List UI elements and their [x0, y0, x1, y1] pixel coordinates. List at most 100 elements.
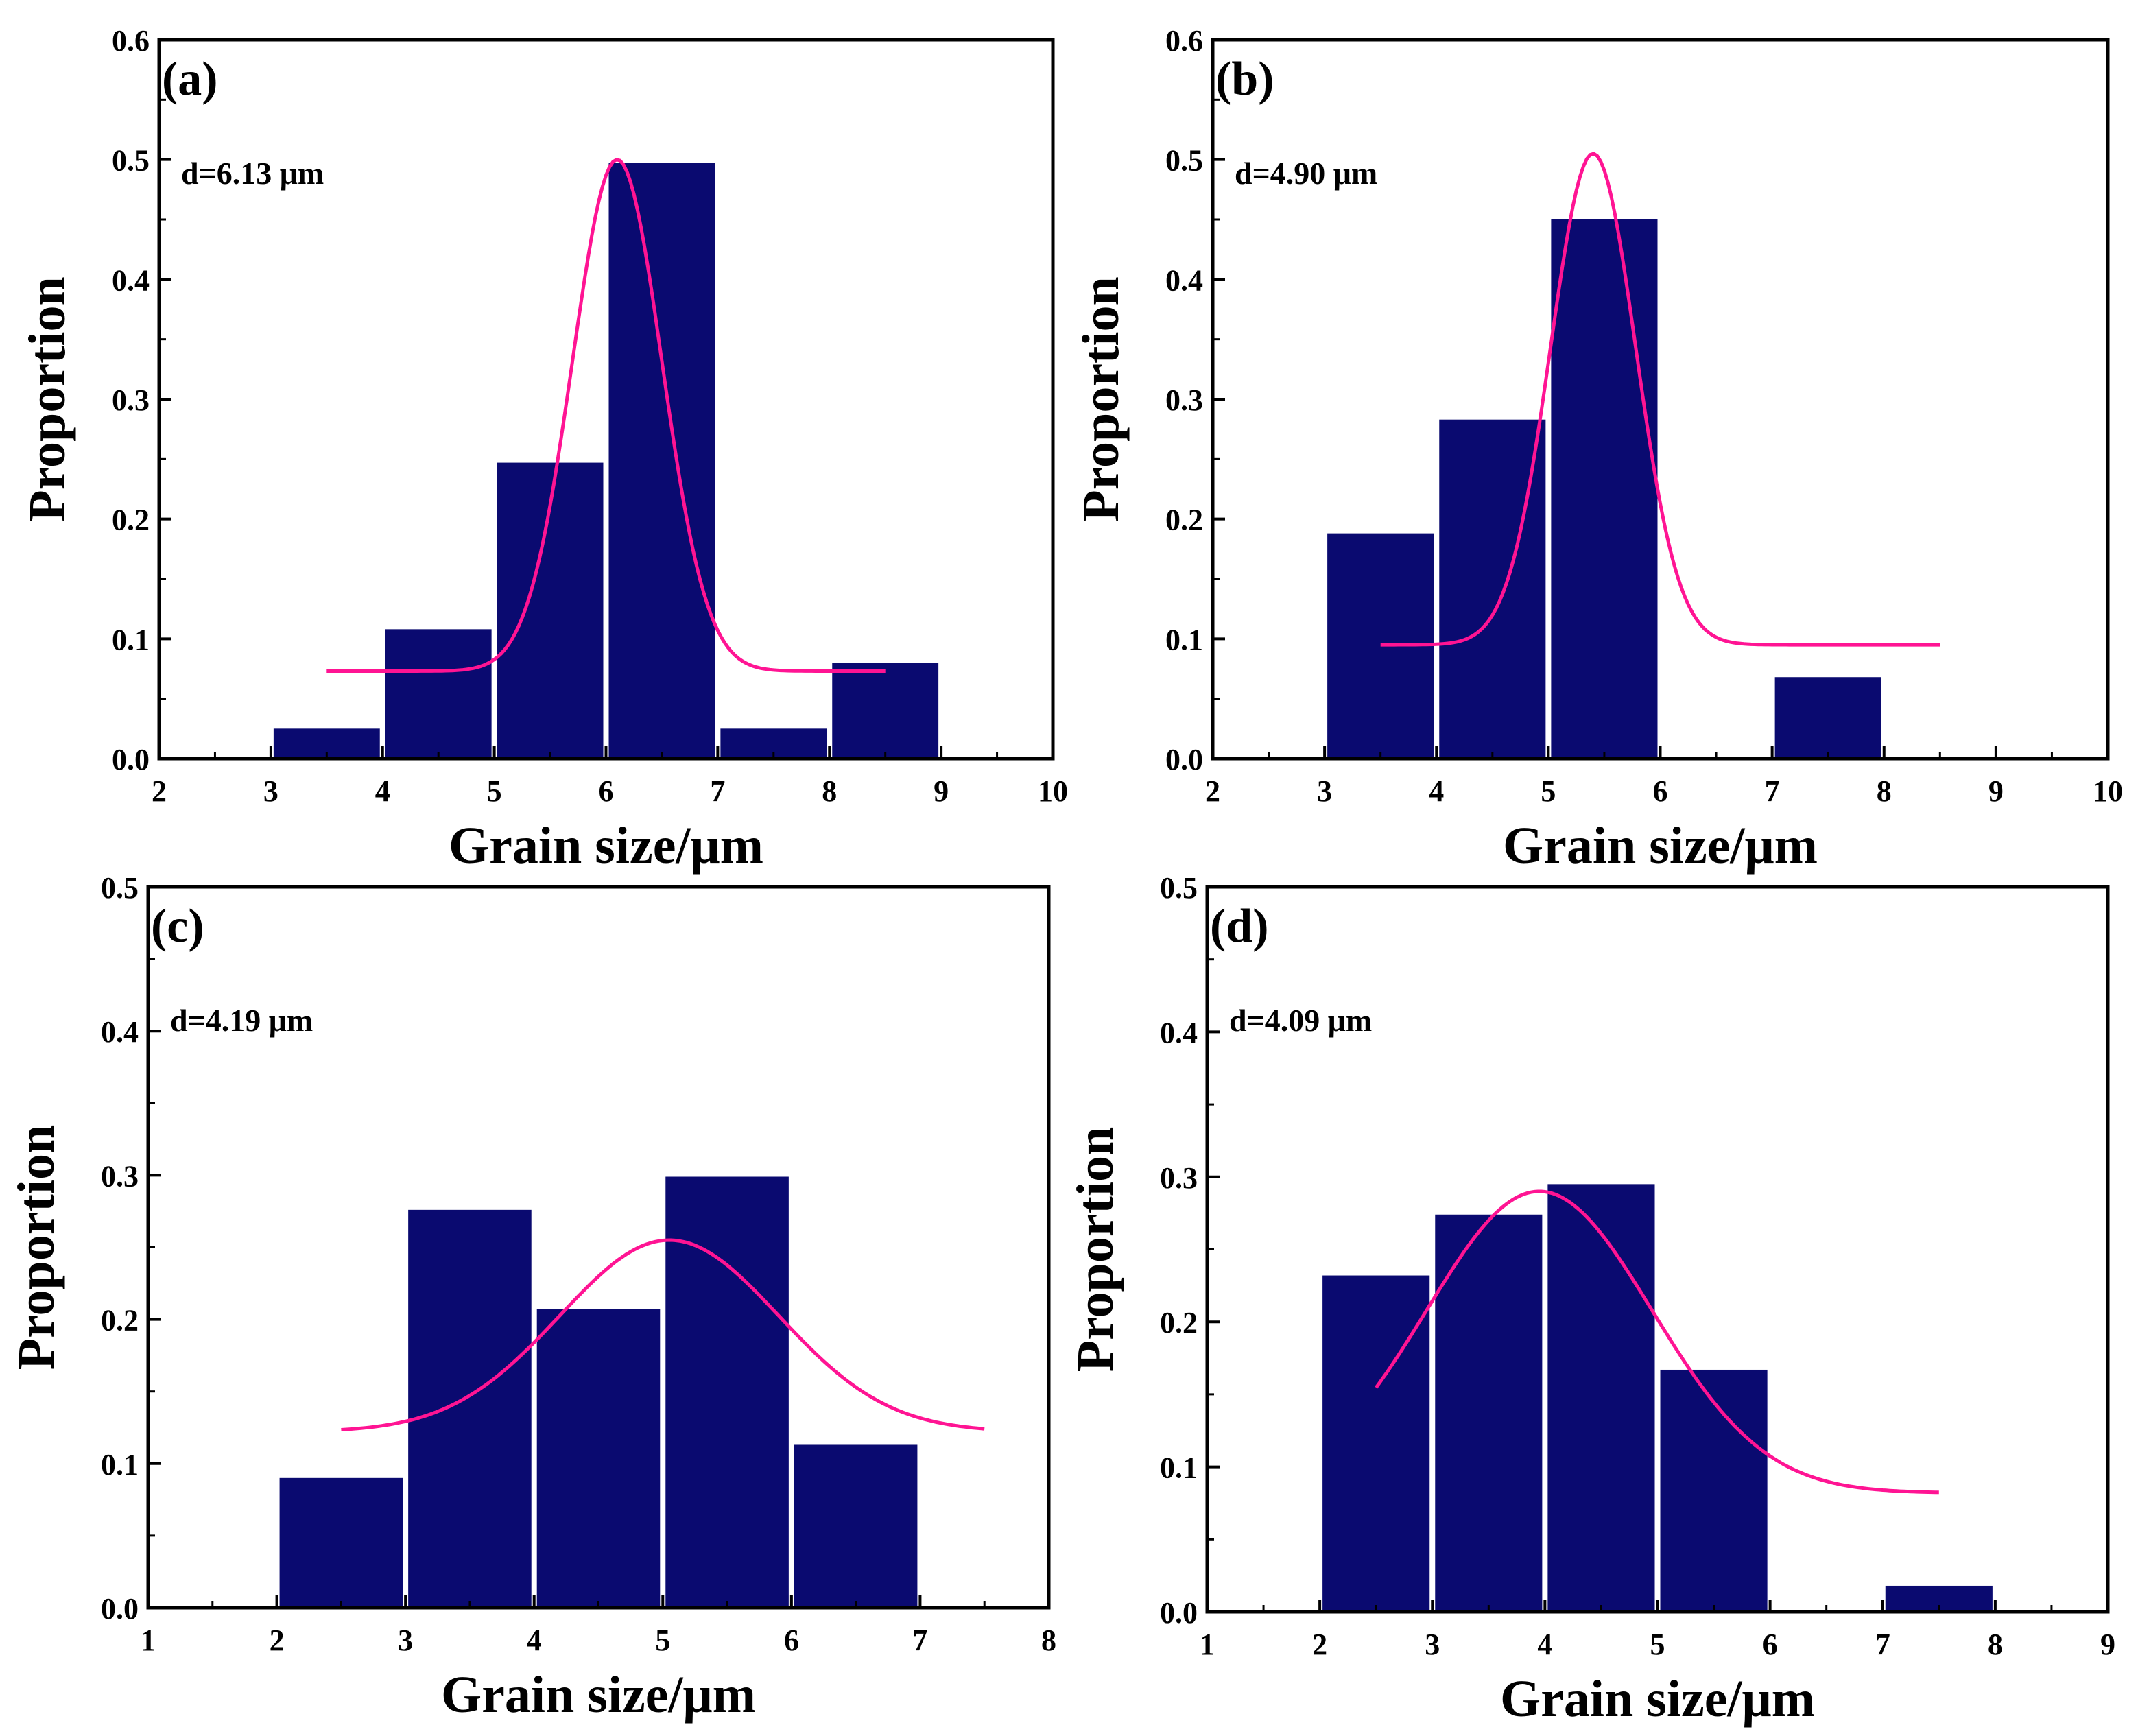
histogram-bar — [794, 1444, 918, 1608]
x-tick-label: 6 — [1653, 774, 1668, 808]
y-tick-label: 0.1 — [1165, 623, 1203, 656]
x-tick-label: 4 — [375, 774, 390, 808]
y-tick-label: 0.1 — [101, 1448, 139, 1482]
x-tick-label: 2 — [152, 774, 167, 808]
y-tick-label: 0.2 — [1160, 1306, 1198, 1340]
x-tick-label: 1 — [141, 1624, 156, 1657]
x-tick-label: 9 — [2100, 1628, 2115, 1661]
chart-panel-c: 1 2 3 4 5 6 7 8 0.0 0.1 0.2 0.3 0.4 0.5 (c) d=4.19 μm Gr… — [8, 871, 1056, 1724]
x-tick-label: 7 — [1875, 1628, 1890, 1661]
y-tick-label: 0.0 — [101, 1592, 139, 1626]
x-tick-label: 4 — [1537, 1628, 1552, 1661]
x-tick-label: 6 — [599, 774, 614, 808]
plot-frame — [157, 38, 1055, 761]
x-axis-title: Grain size/μm — [449, 817, 763, 875]
y-tick-label: 0.4 — [112, 263, 150, 297]
histogram-bar — [832, 663, 939, 759]
y-tick-label: 0.4 — [1165, 263, 1203, 297]
y-tick-label: 0.0 — [1165, 743, 1203, 776]
y-tick-label: 0.5 — [112, 144, 150, 178]
x-tick-label: 3 — [1425, 1628, 1440, 1661]
histogram-bar — [536, 1309, 661, 1608]
y-tick-label: 0.6 — [1165, 24, 1203, 58]
x-tick-label: 5 — [1650, 1628, 1665, 1661]
x-tick-label: 6 — [784, 1624, 799, 1657]
x-tick-label: 8 — [822, 774, 837, 808]
x-tick-label: 4 — [527, 1624, 542, 1657]
histogram-bar — [1660, 1369, 1768, 1612]
x-tick-label: 9 — [934, 774, 949, 808]
panel-label: (c) — [151, 900, 204, 953]
y-tick-label: 0.1 — [112, 623, 150, 656]
x-tick-label: 3 — [1317, 774, 1332, 808]
x-tick-label: 5 — [655, 1624, 670, 1657]
y-axis-title: Proportion — [1072, 276, 1130, 521]
x-tick-label: 10 — [2093, 774, 2123, 808]
histogram-bar — [665, 1176, 789, 1608]
x-tick-label: 7 — [710, 774, 725, 808]
y-tick-label: 0.1 — [1160, 1451, 1198, 1485]
x-tick-label: 10 — [1038, 774, 1068, 808]
chart-panel-b: 2 3 4 5 6 7 8 9 10 0.0 0.1 0.2 0.3 0.4 0.5 0.6 (b) d=4.90… — [1072, 24, 2123, 875]
mean-grain-size-annotation: d=6.13 μm — [181, 156, 324, 191]
fit-curve — [326, 158, 886, 673]
mean-grain-size-annotation: d=4.19 μm — [170, 1003, 313, 1038]
y-tick-label: 0.4 — [101, 1015, 139, 1049]
y-tick-label: 0.3 — [1160, 1161, 1198, 1195]
y-tick-label: 0.3 — [112, 383, 150, 417]
x-tick-label: 2 — [1205, 774, 1220, 808]
chart-panel-a: 2 3 4 5 6 7 8 9 10 0.0 0.1 0.2 0.3 0.4 0.5 0.6 (a) d=6.13… — [19, 24, 1068, 875]
mean-grain-size-annotation: d=4.90 μm — [1235, 156, 1377, 191]
y-tick-label: 0.4 — [1160, 1016, 1198, 1049]
x-axis-title: Grain size/μm — [1503, 817, 1818, 875]
x-tick-label: 6 — [1763, 1628, 1778, 1661]
y-tick-label: 0.5 — [101, 871, 139, 905]
fit-curve — [1375, 1189, 1939, 1495]
y-axis-title: Proportion — [1067, 1127, 1124, 1372]
x-tick-label: 2 — [270, 1624, 285, 1657]
y-axis-title: Proportion — [8, 1125, 65, 1370]
x-tick-label: 5 — [1541, 774, 1556, 808]
x-tick-label: 2 — [1312, 1628, 1327, 1661]
y-axis-title: Proportion — [19, 276, 76, 521]
panel-label: (b) — [1215, 53, 1274, 106]
panel-label: (a) — [162, 53, 218, 106]
histogram-bar — [385, 629, 492, 759]
y-tick-label: 0.5 — [1160, 871, 1198, 905]
fit-curve — [341, 1238, 985, 1431]
x-tick-label: 5 — [487, 774, 502, 808]
x-tick-label: 7 — [912, 1624, 927, 1657]
chart-panel-d: 1 2 3 4 5 6 7 8 9 0.0 0.1 0.2 0.3 0.4 0.5 (d) d=4.09 μm G… — [1067, 871, 2115, 1728]
y-tick-label: 0.2 — [1165, 503, 1203, 537]
fit-curve — [1380, 152, 1940, 647]
histogram-bar — [279, 1477, 403, 1608]
histogram-bar — [1774, 677, 1881, 759]
histogram-bar — [1547, 1184, 1655, 1612]
x-tick-label: 8 — [1988, 1628, 2003, 1661]
x-tick-label: 3 — [263, 774, 278, 808]
y-tick-label: 0.2 — [101, 1304, 139, 1337]
histogram-bar — [1439, 419, 1546, 759]
y-tick-label: 0.0 — [112, 743, 150, 776]
histogram-bar — [1435, 1214, 1543, 1612]
x-tick-label: 4 — [1429, 774, 1444, 808]
x-tick-label: 3 — [398, 1624, 413, 1657]
x-tick-label: 8 — [1877, 774, 1892, 808]
histogram-bar — [608, 163, 715, 759]
x-axis-title: Grain size/μm — [1500, 1670, 1815, 1728]
x-tick-label: 1 — [1200, 1628, 1215, 1661]
mean-grain-size-annotation: d=4.09 μm — [1229, 1003, 1372, 1038]
histogram-bar — [408, 1209, 532, 1608]
y-tick-label: 0.5 — [1165, 144, 1203, 178]
x-tick-label: 8 — [1041, 1624, 1056, 1657]
x-tick-label: 9 — [1988, 774, 2004, 808]
histogram-bar — [1551, 219, 1658, 759]
x-axis-title: Grain size/μm — [441, 1666, 756, 1724]
panel-label: (d) — [1210, 900, 1269, 953]
x-tick-label: 7 — [1765, 774, 1780, 808]
histogram-bar — [1322, 1275, 1430, 1612]
y-tick-label: 0.3 — [101, 1159, 139, 1193]
y-tick-label: 0.0 — [1160, 1596, 1198, 1630]
y-tick-label: 0.3 — [1165, 383, 1203, 417]
